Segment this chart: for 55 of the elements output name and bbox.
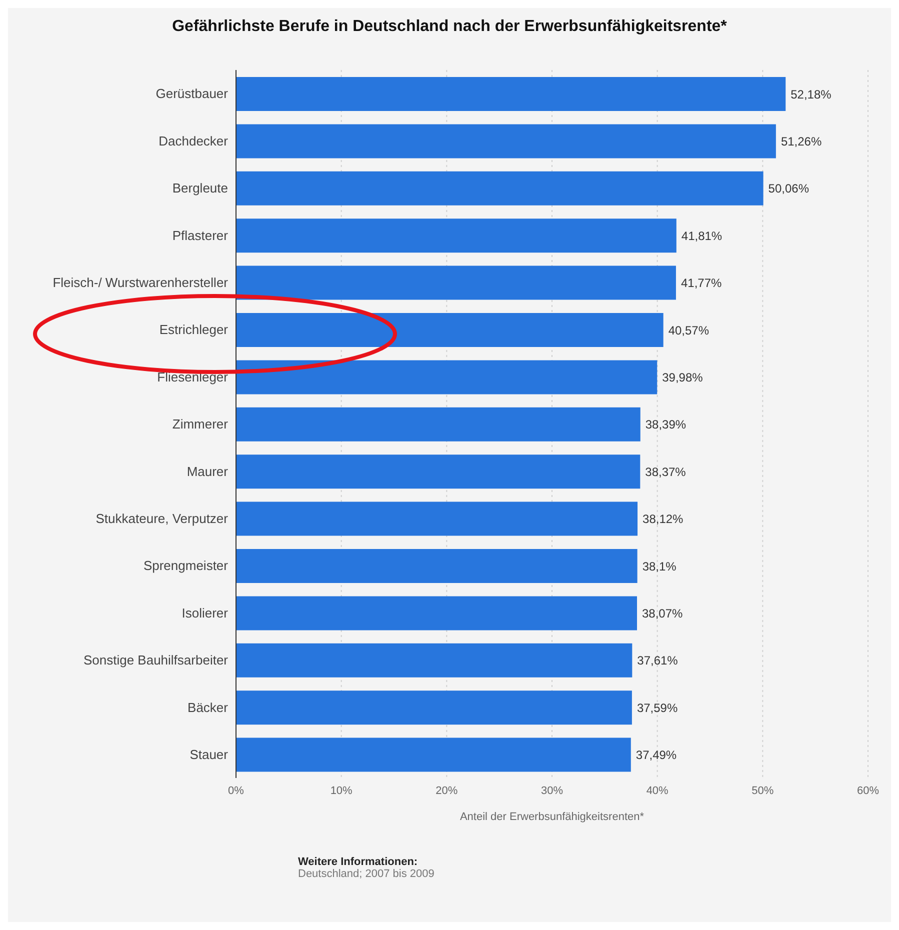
x-tick-label: 20% xyxy=(436,784,458,797)
y-tick-label: Dachdecker xyxy=(158,133,229,148)
y-tick-label: Fleisch-/ Wurstwarenhersteller xyxy=(52,275,229,290)
data-label: 51,26% xyxy=(780,134,822,148)
data-label: 50,06% xyxy=(768,182,810,196)
bar xyxy=(236,77,786,111)
bar xyxy=(236,266,676,300)
data-label: 41,81% xyxy=(681,228,722,243)
y-tick-label: Bergleute xyxy=(172,180,228,196)
data-label: 38,37% xyxy=(645,464,686,479)
y-tick-label: Pflasterer xyxy=(172,228,229,243)
y-tick-label: Bäcker xyxy=(188,700,229,715)
bar xyxy=(236,171,764,206)
bar xyxy=(236,218,676,253)
data-label: 41,77% xyxy=(680,276,722,290)
x-tick-label: 30% xyxy=(540,784,564,797)
bar xyxy=(236,596,638,630)
x-tick-label: 0% xyxy=(228,784,244,797)
bar xyxy=(236,690,632,725)
bar xyxy=(236,124,776,158)
chart-title: Gefährlichste Berufe in Deutschland nach der Erwerbsunfähigkeitsrente* xyxy=(171,17,728,37)
bar xyxy=(236,738,631,772)
x-axis-title: Anteil der Erwerbsunfähigkeitsrenten* xyxy=(460,811,645,823)
bar xyxy=(236,407,640,442)
data-label: 37,59% xyxy=(636,700,678,715)
y-tick-label: Sonstige Bauhilfsarbeiter xyxy=(83,652,229,668)
y-tick-label: Stauer xyxy=(190,747,229,762)
y-tick-label: Stukkateure, Verputzer xyxy=(96,511,229,526)
y-tick-label: Estrichleger xyxy=(159,322,229,338)
data-label: 38,12% xyxy=(642,512,684,526)
y-tick-label: Gerüstbauer xyxy=(156,86,229,102)
y-tick-label: Isolierer xyxy=(182,605,229,620)
x-tick-label: 10% xyxy=(330,784,353,797)
x-tick-label: 50% xyxy=(752,784,774,797)
x-tick-label: 40% xyxy=(646,784,669,797)
y-tick-label: Maurer xyxy=(186,464,229,479)
bar xyxy=(236,549,638,583)
data-label: 40,57% xyxy=(668,323,710,338)
bar xyxy=(236,643,632,678)
data-label: 39,98% xyxy=(662,370,704,384)
data-label: 37,61% xyxy=(637,654,678,668)
data-label: 38,39% xyxy=(645,418,686,432)
data-label: 52,18% xyxy=(790,87,832,102)
y-tick-label: Zimmerer xyxy=(172,416,229,432)
text: Weitere Informationen: xyxy=(298,856,419,868)
bar xyxy=(236,502,638,536)
y-tick-label: Sprengmeister xyxy=(143,558,229,574)
data-label: 38,1% xyxy=(642,559,677,574)
data-label: 37,49% xyxy=(636,748,677,762)
bar xyxy=(236,454,640,489)
x-tick-label: 60% xyxy=(856,784,880,797)
bar xyxy=(236,360,658,394)
data-label: 38,07% xyxy=(642,606,684,620)
y-tick-label: Fliesenleger xyxy=(157,369,229,384)
text: Deutschland; 2007 bis 2009 xyxy=(298,868,434,880)
